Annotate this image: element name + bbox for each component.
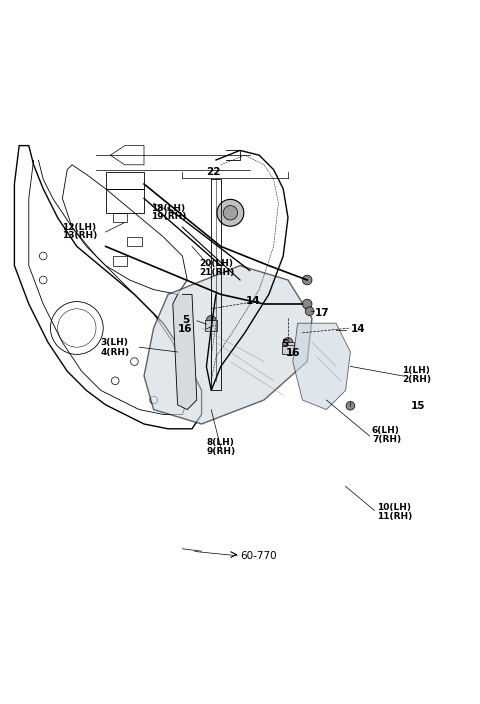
Text: 16: 16 — [286, 348, 300, 358]
Text: 16: 16 — [178, 324, 192, 334]
Text: 12(LH): 12(LH) — [62, 222, 96, 232]
Polygon shape — [293, 323, 350, 410]
Bar — [113, 213, 127, 222]
Circle shape — [283, 338, 293, 347]
Text: 5: 5 — [281, 339, 288, 349]
Circle shape — [346, 401, 355, 410]
Text: 14: 14 — [246, 296, 260, 306]
Bar — [113, 256, 127, 265]
Bar — [282, 342, 294, 354]
Circle shape — [206, 315, 216, 325]
Text: 17: 17 — [314, 308, 329, 318]
Circle shape — [302, 275, 312, 285]
Bar — [205, 320, 217, 332]
Circle shape — [223, 206, 238, 220]
Text: 10(LH): 10(LH) — [377, 503, 411, 512]
Text: 5: 5 — [182, 315, 190, 325]
Text: 6(LH): 6(LH) — [372, 426, 400, 435]
Text: 7(RH): 7(RH) — [372, 435, 401, 444]
Text: 20(LH): 20(LH) — [199, 259, 233, 268]
Text: 18(LH): 18(LH) — [151, 203, 185, 213]
Circle shape — [302, 299, 312, 309]
Text: 8(LH): 8(LH) — [206, 438, 234, 447]
Circle shape — [305, 307, 314, 315]
Text: 1(LH): 1(LH) — [402, 366, 430, 375]
Text: 13(RH): 13(RH) — [62, 232, 97, 240]
Circle shape — [217, 199, 244, 226]
Polygon shape — [173, 294, 197, 410]
Bar — [127, 237, 142, 246]
Text: 9(RH): 9(RH) — [206, 447, 236, 456]
Text: 19(RH): 19(RH) — [151, 212, 187, 221]
Text: 3(LH): 3(LH) — [101, 339, 129, 347]
Text: 2(RH): 2(RH) — [402, 375, 431, 384]
Text: 60-770: 60-770 — [240, 551, 276, 561]
Polygon shape — [144, 265, 312, 424]
Text: 21(RH): 21(RH) — [199, 268, 234, 277]
Text: 14: 14 — [350, 324, 365, 334]
Text: 15: 15 — [410, 401, 425, 410]
Text: 11(RH): 11(RH) — [377, 512, 412, 521]
Text: 4(RH): 4(RH) — [101, 348, 130, 356]
Text: 22: 22 — [206, 167, 221, 177]
